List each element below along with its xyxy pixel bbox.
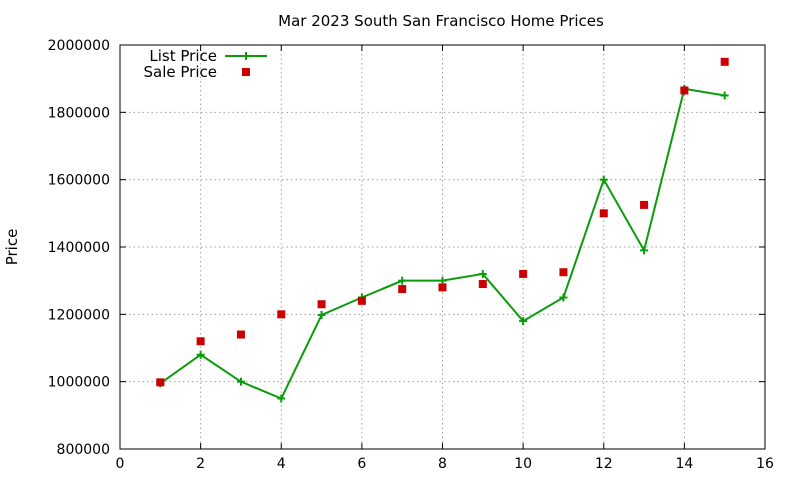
y-tick-label: 1600000 <box>48 173 110 189</box>
legend-label: List Price <box>149 47 217 65</box>
y-tick-label: 800000 <box>57 442 110 458</box>
x-tick-label: 0 <box>116 456 125 472</box>
x-tick-label: 2 <box>196 456 205 472</box>
x-tick-label: 4 <box>277 456 286 472</box>
y-tick-label: 2000000 <box>48 38 110 54</box>
x-tick-label: 10 <box>514 456 532 472</box>
legend-plus-marker <box>242 52 250 60</box>
list-price-point <box>720 91 729 100</box>
list-price-point <box>236 377 245 386</box>
y-axis-label: Price <box>3 229 21 266</box>
sale-price-point <box>680 86 689 95</box>
sale-price-point <box>599 209 608 218</box>
list-price-point <box>196 350 205 359</box>
x-tick-label: 16 <box>756 456 774 472</box>
x-tick-label: 14 <box>675 456 693 472</box>
list-price-point <box>640 246 649 255</box>
sale-price-point <box>519 269 528 278</box>
sale-price-point <box>317 300 326 309</box>
sale-price-point <box>156 378 165 387</box>
y-axis-ticks: 800000 1000000 1200000 1400000 1600000 180000… <box>48 38 765 458</box>
y-tick-label: 1000000 <box>48 375 110 391</box>
sale-price-point <box>559 268 568 277</box>
sale-price-point <box>720 57 729 66</box>
list-price-point <box>519 317 528 326</box>
sale-price-point <box>438 283 447 292</box>
list-price-point <box>398 276 407 285</box>
list-price-point <box>599 175 608 184</box>
x-tick-label: 6 <box>357 456 366 472</box>
plot-frame <box>119 44 766 450</box>
list-price-point <box>277 394 286 403</box>
list-price-point <box>438 276 447 285</box>
sale-price-point <box>357 296 366 305</box>
sale-price-point <box>640 200 649 209</box>
series-layer <box>156 57 729 403</box>
x-tick-label: 8 <box>438 456 447 472</box>
sale-price-point <box>478 280 487 289</box>
sale-price-point <box>398 285 407 294</box>
sale-price-point <box>236 330 245 339</box>
list-price-point <box>559 293 568 302</box>
list-price-point <box>478 269 487 278</box>
legend-label: Sale Price <box>144 63 217 81</box>
grid-lines <box>120 45 765 449</box>
chart-title: Mar 2023 South San Francisco Home Prices <box>278 12 604 30</box>
list-price-point <box>317 311 326 320</box>
x-axis-ticks: 0 2 4 6 8 10 12 14 16 <box>116 45 774 472</box>
legend-square-marker <box>242 68 250 76</box>
sale-price-point <box>196 337 205 346</box>
y-tick-label: 1800000 <box>48 105 110 121</box>
y-tick-label: 1400000 <box>48 240 110 256</box>
y-tick-label: 1200000 <box>48 307 110 323</box>
x-tick-label: 12 <box>595 456 613 472</box>
sale-price-point <box>277 310 286 319</box>
